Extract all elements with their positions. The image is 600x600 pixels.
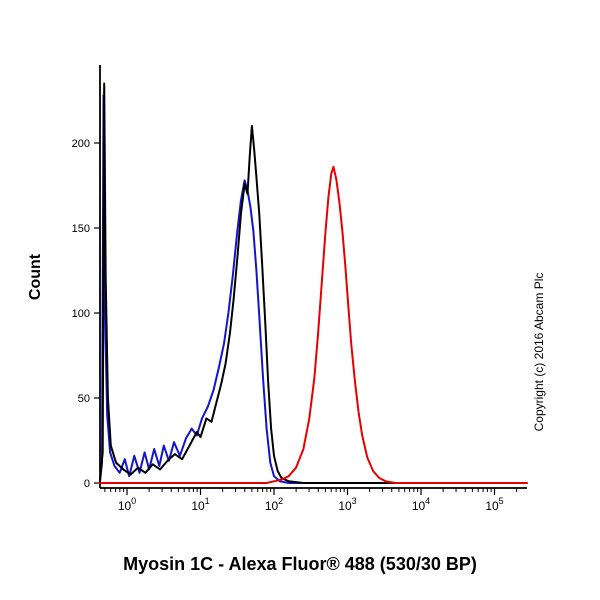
y-tick-label: 150 (72, 223, 90, 235)
x-tick-label: 104 (412, 496, 430, 513)
y-axis-title: Count (27, 253, 44, 300)
histogram-curves (99, 82, 528, 484)
y-axis-ticks: 0 50 100 150 200 (72, 138, 100, 490)
curve-blue (99, 94, 528, 484)
axes: 0 50 100 150 200 100 101 102 103 104 105 (72, 65, 527, 513)
y-tick-label: 0 (84, 478, 90, 490)
x-tick-label: 103 (338, 496, 356, 513)
x-tick-label: 102 (265, 496, 283, 513)
x-tick-label: 100 (118, 496, 136, 513)
x-tick-label: 105 (485, 496, 503, 513)
x-tick-label: 101 (191, 496, 209, 513)
curve-red (99, 165, 528, 484)
y-tick-label: 50 (78, 393, 90, 405)
chart-title: Myosin 1C - Alexa Fluor® 488 (530/30 BP) (123, 554, 477, 574)
y-tick-label: 200 (72, 138, 90, 150)
curve-black (99, 82, 528, 484)
x-axis-ticks: 100 101 102 103 104 105 (104, 488, 518, 513)
copyright-notice: Copyright (c) 2016 Abcam Plc (532, 273, 546, 432)
y-tick-label: 100 (72, 308, 90, 320)
